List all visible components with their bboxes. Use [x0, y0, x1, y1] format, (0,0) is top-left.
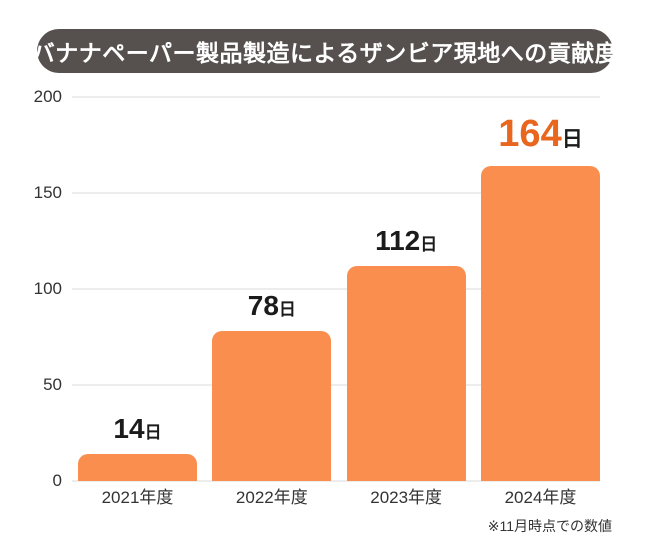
bar-value-label: 112日 — [331, 224, 481, 260]
bar-value-unit: 日 — [561, 128, 583, 152]
chart-title: バナナペーパー製品製造によるザンビア現地への貢献度 — [31, 40, 619, 66]
y-tick-label-100: 100 — [33, 279, 62, 298]
y-tick-label-0: 0 — [52, 471, 62, 490]
bar-value-unit: 日 — [278, 300, 296, 320]
footnote: ※11月時点での数値 — [487, 518, 612, 534]
bar-value-number: 164 — [498, 113, 562, 156]
bar-2021年度 — [78, 454, 197, 481]
gridline-100 — [72, 288, 600, 290]
y-tick-label-50: 50 — [43, 375, 62, 394]
y-axis: 0 50 100 150 200 — [0, 87, 62, 490]
x-tick-label-2023年度: 2023年度 — [370, 488, 443, 507]
bar-value-number: 112 — [375, 224, 421, 256]
x-tick-label-2022年度: 2022年度 — [235, 488, 308, 507]
bar-value-number: 78 — [247, 290, 279, 322]
bar-2024年度 — [481, 166, 600, 481]
x-tick-label-2021年度: 2021年度 — [101, 488, 174, 507]
plot-area: 14日 78日 112日 164日 — [72, 96, 600, 482]
x-axis: 2021年度 2022年度 2023年度 2024年度 — [72, 487, 600, 511]
bar-value-label: 164日 — [466, 114, 616, 160]
bar-value-label: 78日 — [197, 291, 347, 325]
bar-2022年度 — [212, 331, 332, 481]
gridline-200 — [72, 96, 600, 98]
bar-value-unit: 日 — [144, 423, 162, 443]
gridline-150 — [72, 192, 600, 194]
y-tick-label-150: 150 — [33, 183, 62, 202]
gridline-50 — [72, 384, 600, 386]
x-tick-label-2024年度: 2024年度 — [504, 488, 577, 507]
bar-value-number: 14 — [113, 413, 145, 445]
y-tick-label-200: 200 — [33, 87, 62, 106]
bar-value-label: 14日 — [63, 414, 213, 448]
chart-title-pill: バナナペーパー製品製造によるザンビア現地への貢献度 — [32, 29, 618, 73]
bar-2023年度 — [346, 265, 466, 481]
bar-value-unit: 日 — [420, 234, 438, 254]
gridline-0 — [72, 480, 600, 482]
